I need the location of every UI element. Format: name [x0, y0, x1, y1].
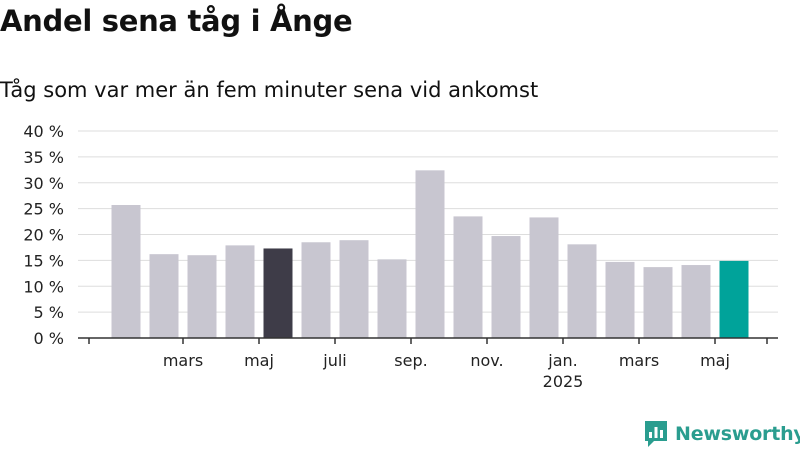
- x-axis-labels: mars maj juli sep. nov. jan. 2025 mars maj: [163, 351, 730, 391]
- bar: [605, 261, 635, 338]
- bar: [187, 255, 217, 338]
- x-tick-label: jan.: [547, 351, 577, 370]
- bar: [491, 236, 521, 338]
- bars: [111, 170, 749, 338]
- bar: [263, 248, 293, 338]
- x-tick-label: mars: [163, 351, 203, 370]
- bar: [681, 265, 711, 338]
- bar: [149, 254, 179, 338]
- y-tick-label: 35 %: [23, 148, 64, 167]
- x-tick-label: maj: [700, 351, 730, 370]
- y-axis-labels: 0 % 5 % 10 % 15 % 20 % 25 % 30 % 35 % 40 %: [23, 122, 64, 348]
- x-tick-label: maj: [244, 351, 274, 370]
- y-tick-label: 15 %: [23, 251, 64, 270]
- y-tick-label: 30 %: [23, 174, 64, 193]
- chart-title: Andel sena tåg i Ånge: [0, 4, 353, 38]
- bar: [339, 240, 369, 338]
- x-tick-label: juli: [322, 351, 346, 370]
- bar: [719, 260, 749, 338]
- bar: [415, 170, 445, 338]
- bar: [453, 216, 483, 338]
- bar: [111, 205, 141, 338]
- x-tick-label: nov.: [470, 351, 503, 370]
- chart-subtitle: Tåg som var mer än fem minuter sena vid …: [0, 78, 539, 102]
- y-tick-label: 5 %: [34, 303, 64, 322]
- newsworthy-logo-icon: [645, 421, 667, 447]
- bar: [377, 259, 407, 338]
- bar: [643, 267, 673, 338]
- x-tick-label: mars: [619, 351, 659, 370]
- bar: [225, 245, 255, 338]
- y-tick-label: 20 %: [23, 226, 64, 245]
- y-tick-label: 40 %: [23, 122, 64, 141]
- bar: [529, 217, 559, 338]
- brand-logo[interactable]: Newsworthy: [643, 419, 800, 449]
- y-tick-label: 10 %: [23, 277, 64, 296]
- x-tick-year-label: 2025: [543, 372, 584, 391]
- x-axis: [78, 337, 778, 344]
- brand-name: Newsworthy: [675, 423, 800, 445]
- y-tick-label: 0 %: [34, 329, 64, 348]
- y-tick-label: 25 %: [23, 200, 64, 219]
- x-tick-label: sep.: [394, 351, 427, 370]
- bar: [301, 242, 331, 338]
- bar: [567, 244, 597, 338]
